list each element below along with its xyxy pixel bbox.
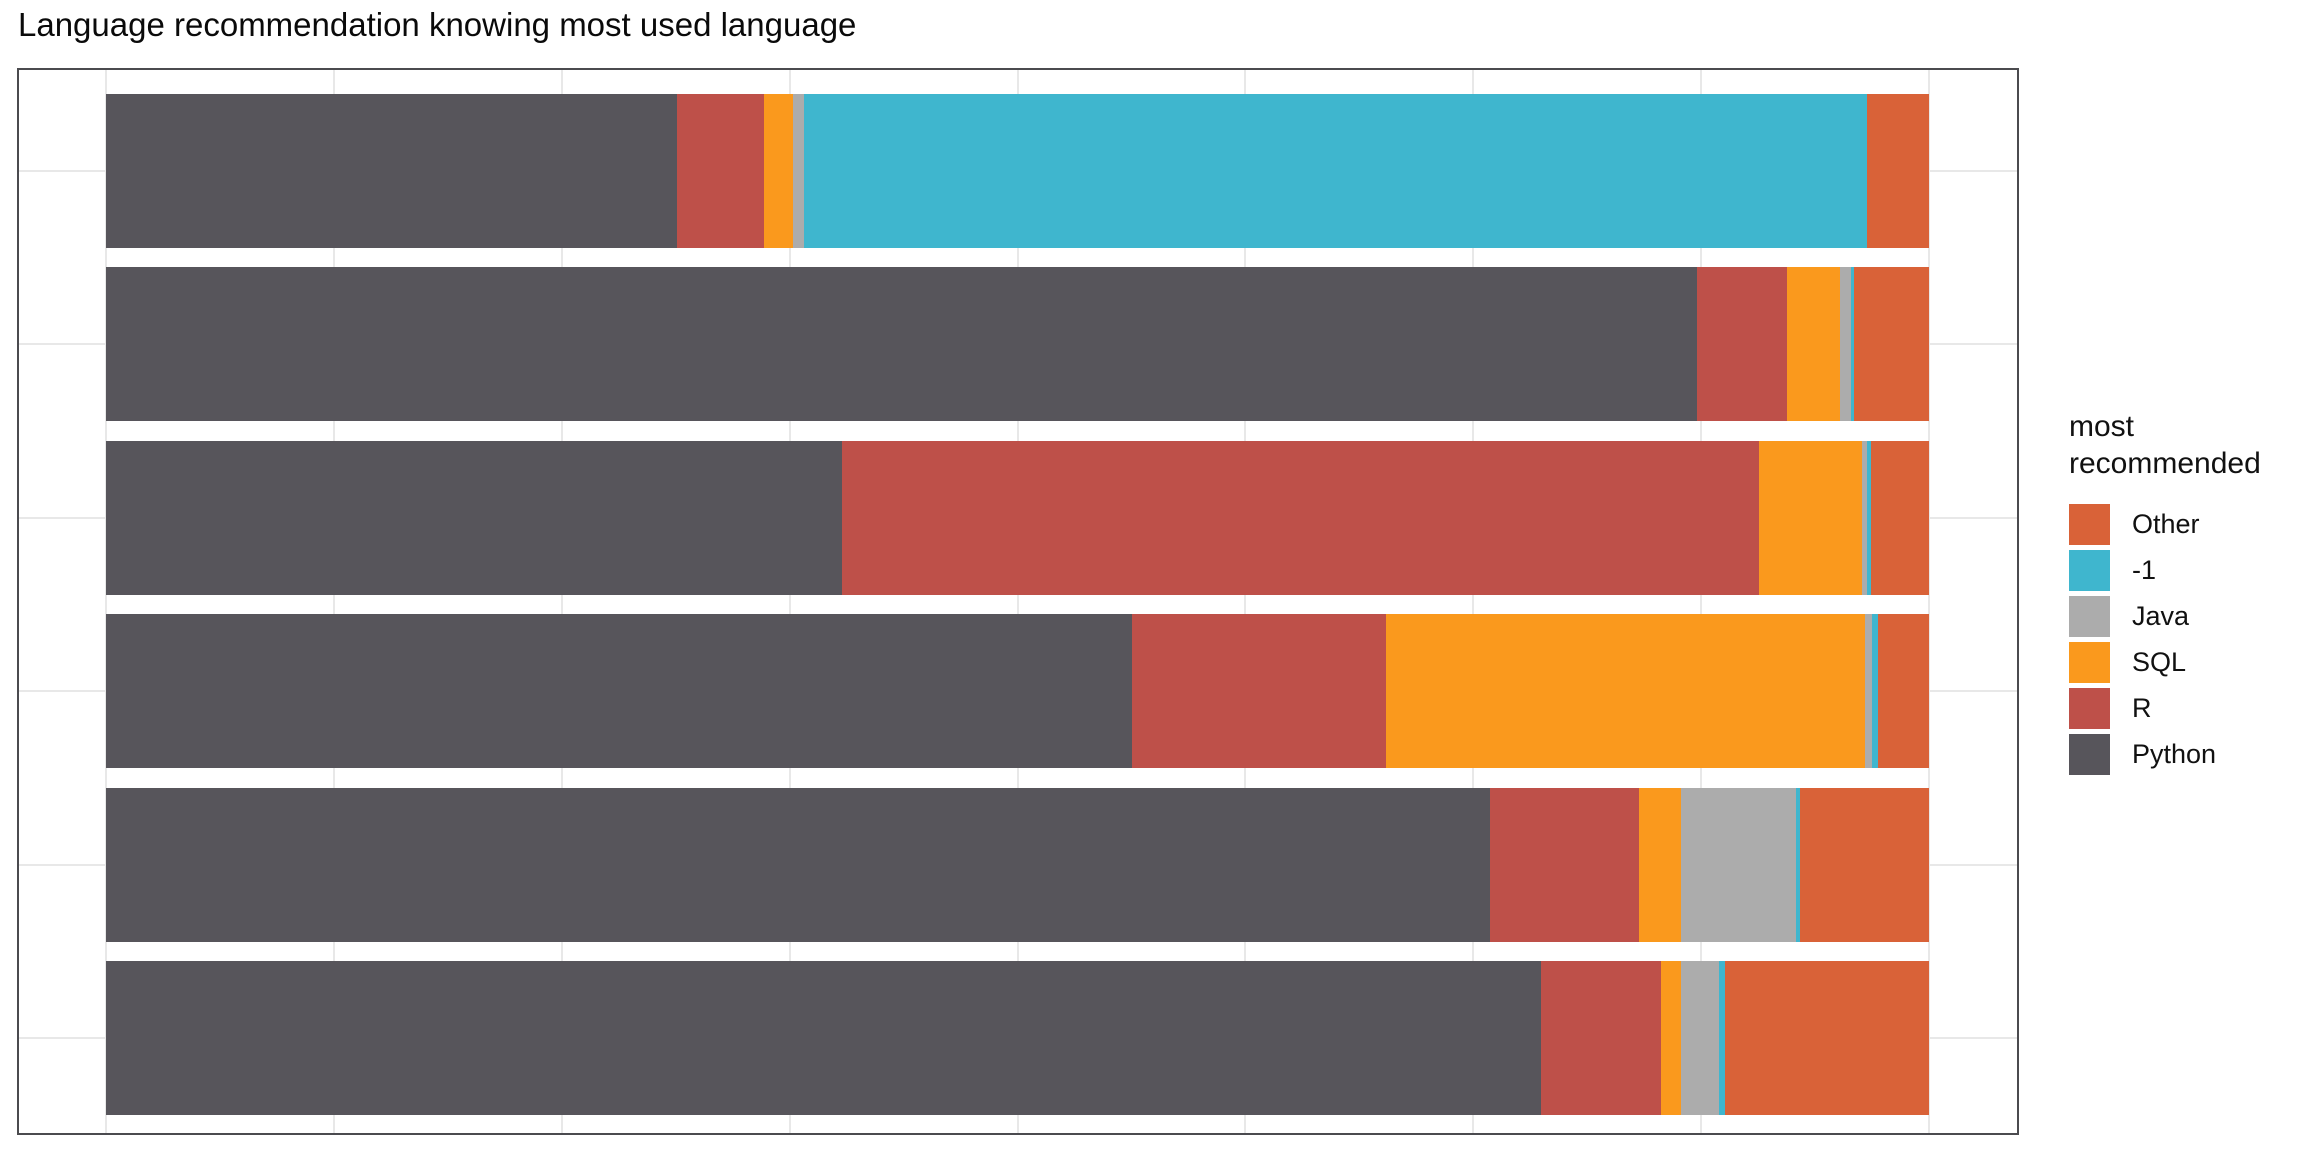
legend-label-other: Other [2132,509,2200,539]
legend-title-line-2: recommended [2069,447,2261,480]
page-title: Language recommendation knowing most use… [18,6,857,43]
bar-segment-other [1854,267,1929,422]
bar-segment-java [793,94,805,248]
bar-segment-java [1681,787,1796,942]
gridline-vertical [1700,70,1703,1133]
bar-segment-r [676,94,765,248]
bar-segment-neg1 [1867,440,1871,595]
bar-segment-other [1877,614,1929,769]
legend-label-sql: SQL [2132,647,2187,677]
bar-segment-python [106,94,677,248]
legend-label-neg1: -1 [2132,555,2157,585]
legend-swatch-neg1 [2069,550,2110,591]
bar-row [106,94,1929,248]
gridline-vertical [1016,70,1019,1133]
gridline-vertical [1928,70,1930,1133]
bar-segment-sql [764,94,794,248]
gridline-vertical [332,70,335,1133]
legend-swatch-r [2069,688,2110,729]
gridline-vertical [1244,70,1247,1133]
legend-entry-r: R [2069,688,2261,729]
bar-segment-sql [1385,614,1866,769]
legend-entry-python: Python [2069,734,2261,775]
bar-segment-java [1839,267,1851,422]
bar-segment-neg1 [804,94,1867,248]
bar-segment-java [1865,614,1873,769]
legend-entry-java: Java [2069,596,2261,637]
legend-title: most recommended [2069,408,2261,482]
legend-entry-sql: SQL [2069,642,2261,683]
bar-segment-r [1697,267,1787,422]
legend-swatch-python [2069,734,2110,775]
bar-segment-java [1681,961,1720,1115]
bar-segment-r [1489,787,1640,942]
bar-row [106,267,1929,422]
gridline-vertical [560,70,563,1133]
bar-row [106,440,1929,595]
legend: most recommended Other -1 Java SQL R Python [2069,408,2261,780]
bar-segment-r [842,440,1760,595]
bar-segment-sql [1759,440,1862,595]
gridline-vertical [105,70,107,1133]
bar-segment-sql [1786,267,1840,422]
plot-panel [17,68,2019,1135]
legend-label-r: R [2132,693,2152,723]
bar-segment-r [1132,614,1386,769]
bar-segment-python [106,787,1490,942]
bar-segment-python [106,440,843,595]
bar-segment-sql [1661,961,1682,1115]
bar-segment-neg1 [1719,961,1725,1115]
bar-segment-python [106,961,1541,1115]
legend-label-python: Python [2132,739,2217,769]
legend-label-java: Java [2132,601,2190,631]
bar-row [106,787,1929,942]
legend-swatch-java [2069,596,2110,637]
legend-entry-other: Other [2069,504,2261,545]
bar-segment-sql [1639,787,1682,942]
bar-segment-python [106,267,1698,422]
legend-entries: Other -1 Java SQL R Python [2069,504,2261,780]
bar-row [106,961,1929,1115]
legend-title-line-1: most [2069,410,2135,443]
gridline-vertical [1472,70,1475,1133]
bar-segment-neg1 [1795,787,1800,942]
legend-swatch-sql [2069,642,2110,683]
bar-segment-r [1540,961,1661,1115]
bar-segment-other [1799,787,1929,942]
bar-row [106,614,1929,769]
gridline-vertical [788,70,791,1133]
bar-segment-other [1724,961,1929,1115]
legend-swatch-other [2069,504,2110,545]
bar-segment-other [1866,94,1929,248]
legend-entry-neg1: -1 [2069,550,2261,591]
bar-segment-other [1870,440,1929,595]
bar-segment-neg1 [1850,267,1855,422]
bar-segment-java [1861,440,1867,595]
bar-segment-neg1 [1872,614,1878,769]
bar-segment-python [106,614,1133,769]
